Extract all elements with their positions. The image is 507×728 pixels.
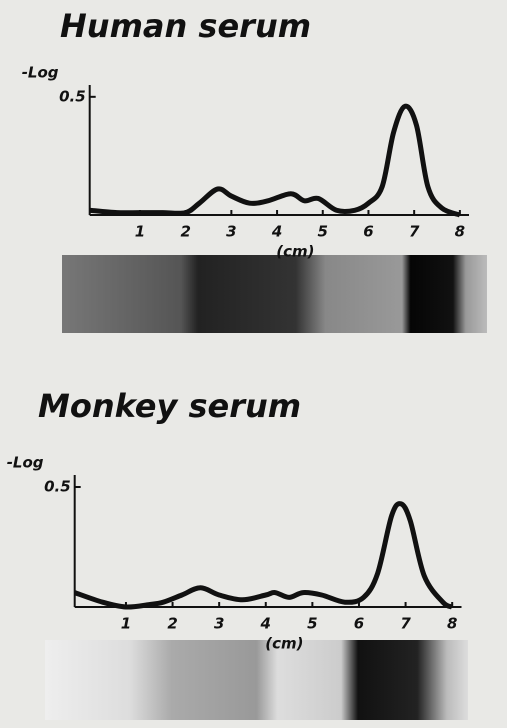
electrophoresis-strip	[45, 640, 468, 720]
x-tick-label: 6	[354, 615, 364, 633]
x-tick-label: 2	[167, 615, 177, 633]
x-tick-label: 8	[447, 615, 457, 633]
x-axis-label: (cm)	[276, 243, 314, 261]
x-tick-label: 4	[271, 223, 282, 241]
y-tick-label: 0.5	[44, 478, 71, 496]
x-tick-label: 4	[260, 615, 271, 633]
x-tick-label: 3	[226, 223, 236, 241]
x-tick-label: 5	[318, 223, 328, 241]
trace-line	[90, 106, 460, 215]
trace-line	[75, 504, 452, 607]
x-tick-label: 5	[307, 615, 317, 633]
x-tick-label: 3	[214, 615, 224, 633]
x-tick-label: 8	[455, 223, 465, 241]
x-axis-label: (cm)	[265, 635, 303, 653]
y-tick-label: 0.5	[59, 87, 86, 105]
figure: Human serum -Log (cm) 0.5 1 2 3 4 5 6 7 8 Monkey ser…	[0, 0, 507, 728]
chart-title: Human serum	[60, 7, 311, 45]
y-axis-label: -Log	[7, 454, 44, 472]
x-tick-label: 2	[180, 223, 190, 241]
x-tick-label: 7	[409, 223, 420, 241]
chart-title: Monkey serum	[38, 387, 301, 425]
y-axis-label: -Log	[22, 64, 59, 82]
x-tick-label: 1	[121, 615, 131, 633]
x-tick-label: 6	[363, 223, 373, 241]
electrophoresis-strip	[62, 255, 487, 333]
x-tick-label: 1	[135, 223, 145, 241]
x-tick-label: 7	[400, 615, 411, 633]
